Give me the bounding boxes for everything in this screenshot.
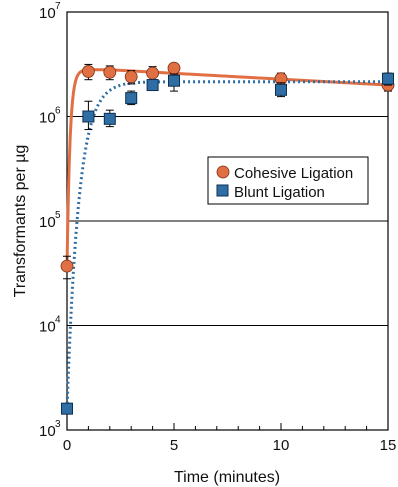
legend-item-blunt-ligation: Blunt Ligation (216, 184, 325, 201)
legend-label-blunt-ligation: Blunt Ligation (234, 184, 325, 201)
circle-marker (82, 65, 95, 78)
square-marker (125, 92, 138, 105)
y-tick-exponent: 5 (55, 210, 61, 221)
y-tick-exponent: 4 (55, 315, 61, 326)
legend-square-marker (216, 184, 229, 197)
blunt-ligation-curve (65, 80, 388, 409)
legend: Cohesive Ligation Blunt Ligation (207, 156, 369, 205)
square-marker (61, 402, 73, 415)
y-tick-exponent: 7 (55, 1, 61, 12)
circle-marker (167, 61, 181, 75)
square-marker (275, 83, 287, 96)
blunt-ligation-point (382, 72, 394, 86)
square-marker (82, 110, 95, 123)
y-tick-label: 10 (39, 214, 56, 231)
x-tick-label: 5 (170, 437, 178, 454)
legend-item-cohesive-ligation: Cohesive Ligation (216, 165, 353, 182)
circle-marker (103, 65, 117, 79)
axis-ticks (66, 423, 389, 430)
legend-circle-marker (216, 165, 230, 179)
data-points (60, 61, 395, 415)
y-tick-label: 10 (39, 423, 56, 440)
x-tick-labels: 0 5 10 15 (63, 437, 397, 454)
cohesive-ligation-point (124, 70, 138, 85)
x-tick-label: 0 (63, 437, 71, 454)
y-tick-label: 10 (39, 319, 56, 336)
blunt-ligation-point (61, 402, 73, 415)
x-tick-label: 10 (273, 437, 290, 454)
y-tick-exponent: 6 (55, 106, 61, 117)
square-marker (168, 74, 180, 87)
circle-marker (146, 66, 160, 80)
square-marker (382, 72, 394, 85)
cohesive-ligation-point (82, 63, 95, 81)
circle-marker (60, 259, 74, 273)
circle-marker (124, 70, 138, 84)
y-tick-label: 10 (39, 5, 56, 22)
square-marker (146, 79, 159, 92)
blunt-ligation-point (275, 82, 287, 98)
cohesive-ligation-point (146, 66, 160, 82)
blunt-ligation-point (103, 109, 116, 128)
blunt-ligation-point (82, 100, 95, 131)
x-tick-label: 15 (380, 437, 397, 454)
fitted-curves (65, 68, 389, 409)
legend-label-cohesive-ligation: Cohesive Ligation (234, 165, 353, 182)
cohesive-ligation-point (167, 61, 181, 75)
y-tick-label: 10 (39, 110, 56, 127)
blunt-ligation-point (146, 79, 159, 92)
cohesive-ligation-point (60, 255, 74, 280)
legend-box (207, 156, 369, 205)
square-marker (103, 112, 116, 125)
blunt-ligation-point (168, 73, 180, 92)
y-axis-title: Transformants per µg (12, 145, 29, 298)
cohesive-ligation-point (103, 65, 117, 81)
x-axis-title: Time (minutes) (174, 469, 280, 486)
y-tick-exponent: 3 (55, 419, 61, 430)
grid-lines (67, 116, 388, 326)
blunt-ligation-point (125, 90, 138, 106)
